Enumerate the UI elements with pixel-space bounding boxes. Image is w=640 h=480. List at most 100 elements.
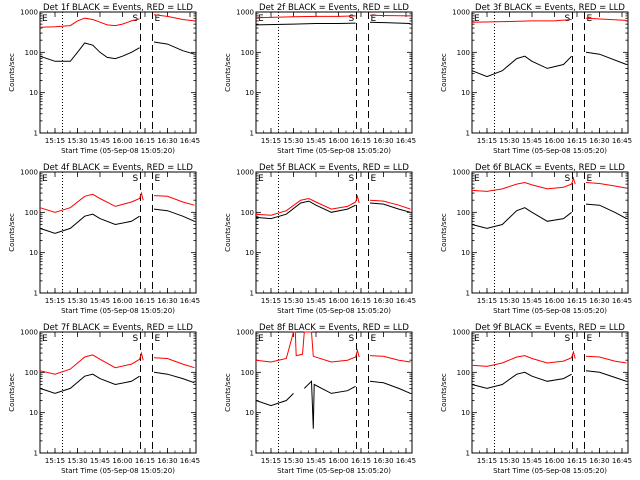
x-tick-label: 16:00 xyxy=(328,137,348,145)
y-tick-label: 100 xyxy=(457,49,470,57)
y-tick-label: 1 xyxy=(34,450,38,458)
panel-title: Det 8f BLACK = Events, RED = LLD xyxy=(259,323,409,333)
marker-label-s: S xyxy=(349,174,355,184)
y-tick-label: 1000 xyxy=(452,169,470,177)
panel-title: Det 6f BLACK = Events, RED = LLD xyxy=(475,163,625,173)
events-series-line xyxy=(39,41,195,62)
x-tick-label: 16:45 xyxy=(180,297,200,305)
y-tick-label: 1 xyxy=(250,290,254,298)
panel-6: Det 6f BLACK = Events, RED = LLD 1 10 100 10… xyxy=(440,163,632,315)
x-tick-label: 16:00 xyxy=(112,137,132,145)
y-tick-label: 1000 xyxy=(236,9,254,17)
x-axis-label: Start Time (05-Sep-08 15:05:20) xyxy=(493,467,607,475)
events-series-line xyxy=(471,203,627,229)
x-tick-label: 15:15 xyxy=(477,297,497,305)
y-tick-label: 10 xyxy=(29,89,38,97)
x-tick-label: 15:30 xyxy=(67,457,87,465)
y-tick-label: 1000 xyxy=(236,329,254,337)
marker-label-s: S xyxy=(133,174,139,184)
y-tick-label: 10 xyxy=(245,409,254,417)
x-tick-label: 16:30 xyxy=(373,297,393,305)
y-tick-label: 1000 xyxy=(20,169,38,177)
y-tick-label: 10 xyxy=(461,249,470,257)
x-tick-label: 16:15 xyxy=(567,137,587,145)
panel-title: Det 3f BLACK = Events, RED = LLD xyxy=(475,3,625,13)
x-tick-label: 15:30 xyxy=(67,297,87,305)
events-series-line xyxy=(255,21,411,26)
x-tick-label: 15:45 xyxy=(306,457,326,465)
x-tick-label: 15:45 xyxy=(306,297,326,305)
plot-frame xyxy=(255,171,413,294)
y-tick-label: 100 xyxy=(457,369,470,377)
x-tick-label: 16:30 xyxy=(589,137,609,145)
x-tick-label: 15:45 xyxy=(522,457,542,465)
x-tick-label: 16:30 xyxy=(589,297,609,305)
marker-label-s: S xyxy=(349,334,355,344)
x-tick-label: 15:30 xyxy=(499,297,519,305)
panel-2: Det 2f BLACK = Events, RED = LLD 1 10 100 10… xyxy=(224,3,416,155)
x-tick-label: 16:15 xyxy=(567,457,587,465)
y-tick-label: 1000 xyxy=(452,9,470,17)
x-tick-label: 16:15 xyxy=(351,137,371,145)
x-tick-label: 15:15 xyxy=(477,137,497,145)
lld-series-line xyxy=(471,176,627,192)
x-tick-label: 15:30 xyxy=(67,137,87,145)
plot-frame xyxy=(39,11,197,134)
x-axis-label: Start Time (05-Sep-08 15:05:20) xyxy=(277,467,391,475)
x-tick-label: 16:45 xyxy=(612,137,632,145)
start-marker-label: E xyxy=(474,174,480,184)
plot-frame xyxy=(471,11,629,134)
x-tick-label: 15:45 xyxy=(522,297,542,305)
panel-title: Det 4f BLACK = Events, RED = LLD xyxy=(43,163,193,173)
plot-frame xyxy=(471,331,629,454)
lld-series-line xyxy=(255,194,411,216)
y-tick-label: 10 xyxy=(245,249,254,257)
x-tick-label: 16:15 xyxy=(351,457,371,465)
y-tick-label: 1 xyxy=(250,130,254,138)
panel-7: Det 7f BLACK = Events, RED = LLD 1 10 100 10… xyxy=(8,323,200,475)
events-series-line xyxy=(471,370,627,389)
marker-label-s: S xyxy=(565,174,571,184)
marker-label-e: E xyxy=(155,14,161,24)
events-series-line xyxy=(471,51,627,78)
y-tick-label: 100 xyxy=(25,369,38,377)
plot-frame xyxy=(471,171,629,294)
marker-label-e: E xyxy=(371,174,377,184)
x-tick-label: 16:00 xyxy=(544,457,564,465)
x-tick-label: 16:30 xyxy=(589,457,609,465)
x-tick-label: 16:00 xyxy=(544,297,564,305)
x-tick-label: 15:15 xyxy=(45,457,65,465)
events-series-line xyxy=(255,380,411,429)
x-tick-label: 16:30 xyxy=(157,137,177,145)
x-axis-label: Start Time (05-Sep-08 15:05:20) xyxy=(493,147,607,155)
marker-label-s: S xyxy=(565,334,571,344)
events-series-line xyxy=(255,200,411,220)
y-tick-label: 1 xyxy=(34,290,38,298)
marker-label-s: S xyxy=(349,14,355,24)
x-tick-label: 16:45 xyxy=(612,297,632,305)
panel-title: Det 2f BLACK = Events, RED = LLD xyxy=(259,3,409,13)
lld-series-line xyxy=(39,351,195,375)
marker-label-e: E xyxy=(587,334,593,344)
y-tick-label: 1 xyxy=(466,450,470,458)
x-tick-label: 15:30 xyxy=(283,137,303,145)
x-tick-label: 16:15 xyxy=(351,297,371,305)
y-tick-label: 10 xyxy=(461,409,470,417)
x-axis-label: Start Time (05-Sep-08 15:05:20) xyxy=(61,307,175,315)
panel-title: Det 7f BLACK = Events, RED = LLD xyxy=(43,323,193,333)
x-tick-label: 15:30 xyxy=(283,457,303,465)
y-axis-label: Counts/sec xyxy=(8,213,16,252)
plot-frame xyxy=(255,331,413,454)
x-tick-label: 15:15 xyxy=(261,457,281,465)
y-axis-label: Counts/sec xyxy=(224,373,232,412)
x-axis-label: Start Time (05-Sep-08 15:05:20) xyxy=(277,307,391,315)
y-tick-label: 1000 xyxy=(236,169,254,177)
y-axis-label: Counts/sec xyxy=(440,53,448,92)
x-tick-label: 15:30 xyxy=(499,137,519,145)
y-tick-label: 1000 xyxy=(20,329,38,337)
x-tick-label: 15:45 xyxy=(90,137,110,145)
y-tick-label: 10 xyxy=(461,89,470,97)
y-tick-label: 100 xyxy=(241,369,254,377)
x-tick-label: 15:45 xyxy=(306,137,326,145)
